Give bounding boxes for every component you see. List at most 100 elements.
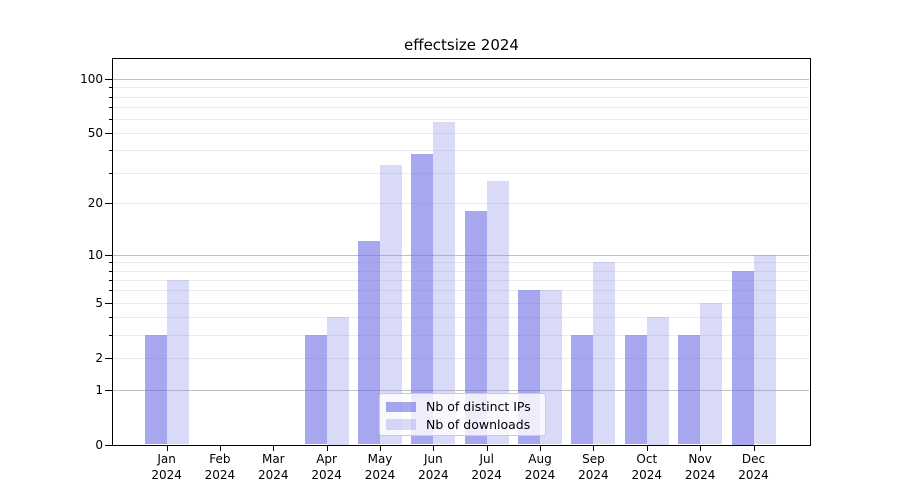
gridline-major-1 bbox=[113, 389, 809, 391]
y-minor-tick-6 bbox=[109, 290, 112, 292]
legend-item-distinct-ips: Nb of distinct IPs bbox=[386, 398, 545, 416]
y-tick-label-2: 2 bbox=[95, 350, 103, 365]
x-label-year: 2024 bbox=[151, 467, 182, 482]
x-label-month: Feb bbox=[209, 452, 231, 466]
x-tick-sep bbox=[593, 446, 595, 451]
gridline-major-10 bbox=[113, 254, 809, 256]
x-tick-label-mar: Mar 2024 bbox=[241, 452, 305, 483]
x-tick-label-jul: Jul 2024 bbox=[455, 452, 519, 483]
x-label-month: Jan bbox=[157, 452, 176, 466]
x-tick-nov bbox=[700, 446, 702, 451]
x-label-month: Mar bbox=[261, 452, 285, 466]
y-minor-tick-50 bbox=[109, 133, 112, 135]
x-label-year: 2024 bbox=[738, 467, 769, 482]
gridline-minor-7 bbox=[113, 279, 809, 281]
x-label-month: Dec bbox=[741, 452, 766, 466]
x-label-year: 2024 bbox=[311, 467, 342, 482]
x-label-month: Sep bbox=[582, 452, 605, 466]
legend: Nb of distinct IPs Nb of downloads bbox=[379, 393, 546, 436]
bar-ips-jan-2024 bbox=[144, 334, 167, 445]
x-tick-oct bbox=[646, 446, 648, 451]
y-tick-1 bbox=[105, 389, 112, 391]
x-tick-jan bbox=[166, 446, 168, 451]
bar-ips-jun-2024 bbox=[411, 154, 434, 445]
gridline-minor-6 bbox=[113, 290, 809, 292]
y-tick-label-5: 5 bbox=[95, 295, 103, 310]
x-tick-label-may: May 2024 bbox=[348, 452, 412, 483]
x-label-year: 2024 bbox=[471, 467, 502, 482]
y-tick-2 bbox=[105, 357, 112, 359]
y-minor-tick-8 bbox=[109, 270, 112, 272]
bar-ips-jul-2024 bbox=[464, 211, 487, 445]
x-label-month: Apr bbox=[316, 452, 337, 466]
y-minor-tick-4 bbox=[109, 317, 112, 318]
y-tick-label-50: 50 bbox=[87, 126, 103, 141]
bar-downloads-apr-2024 bbox=[326, 317, 349, 445]
x-label-month: Oct bbox=[636, 452, 658, 466]
y-minor-tick-70 bbox=[109, 106, 112, 108]
x-tick-label-aug: Aug 2024 bbox=[508, 452, 572, 483]
x-tick-label-jan: Jan 2024 bbox=[135, 452, 199, 483]
bar-downloads-nov-2024 bbox=[700, 302, 723, 445]
plot-area bbox=[112, 58, 811, 446]
y-tick-50 bbox=[105, 133, 112, 135]
gridline-minor-80 bbox=[113, 96, 809, 98]
y-minor-tick-2 bbox=[109, 357, 112, 359]
y-minor-tick-30 bbox=[109, 172, 112, 174]
y-minor-tick-40 bbox=[109, 150, 112, 152]
y-tick-5 bbox=[105, 302, 112, 304]
bar-ips-oct-2024 bbox=[624, 334, 647, 445]
gridline-minor-2 bbox=[113, 357, 809, 359]
y-tick-label-0: 0 bbox=[95, 437, 103, 452]
bar-ips-may-2024 bbox=[358, 241, 380, 445]
x-label-year: 2024 bbox=[631, 467, 663, 482]
bar-downloads-may-2024 bbox=[380, 165, 402, 445]
x-label-year: 2024 bbox=[418, 467, 449, 482]
bar-downloads-oct-2024 bbox=[646, 317, 669, 445]
x-tick-jul bbox=[486, 446, 488, 451]
bar-downloads-jul-2024 bbox=[486, 180, 509, 445]
gridline-minor-20 bbox=[113, 203, 809, 205]
bar-downloads-dec-2024 bbox=[753, 254, 776, 445]
gridline-major-100 bbox=[113, 79, 809, 80]
x-label-year: 2024 bbox=[258, 467, 289, 482]
x-tick-mar bbox=[273, 446, 275, 451]
y-tick-100 bbox=[105, 79, 112, 80]
y-minor-tick-60 bbox=[109, 118, 112, 120]
x-tick-label-jun: Jun 2024 bbox=[401, 452, 465, 483]
y-minor-tick-20 bbox=[109, 203, 112, 205]
x-tick-aug bbox=[540, 446, 541, 451]
bar-ips-nov-2024 bbox=[678, 334, 701, 445]
y-minor-tick-90 bbox=[109, 87, 112, 89]
gridline-minor-3 bbox=[113, 334, 809, 336]
x-label-month: Jun bbox=[424, 452, 443, 466]
y-minor-tick-7 bbox=[109, 279, 112, 281]
x-label-year: 2024 bbox=[524, 467, 556, 482]
x-label-year: 2024 bbox=[204, 467, 236, 482]
x-tick-label-feb: Feb 2024 bbox=[188, 452, 252, 483]
bar-ips-apr-2024 bbox=[304, 334, 327, 445]
x-label-month: Nov bbox=[688, 452, 712, 466]
gridline-minor-50 bbox=[113, 133, 809, 135]
x-tick-jun bbox=[433, 446, 435, 451]
bar-downloads-sep-2024 bbox=[593, 262, 616, 445]
y-tick-10 bbox=[105, 254, 112, 256]
y-tick-label-10: 10 bbox=[87, 247, 103, 262]
chart-title: effectsize 2024 bbox=[404, 36, 519, 54]
gridline-minor-70 bbox=[113, 106, 809, 108]
y-minor-tick-80 bbox=[109, 96, 112, 98]
x-label-year: 2024 bbox=[578, 467, 609, 482]
y-minor-tick-3 bbox=[109, 334, 112, 336]
gridline-minor-4 bbox=[113, 317, 809, 318]
x-tick-dec bbox=[753, 446, 755, 451]
gridline-minor-5 bbox=[113, 302, 809, 304]
bar-downloads-jun-2024 bbox=[433, 121, 456, 445]
legend-label-distinct-ips: Nb of distinct IPs bbox=[426, 399, 531, 414]
bar-ips-sep-2024 bbox=[571, 334, 594, 445]
gridline-minor-90 bbox=[113, 87, 809, 89]
x-label-month: Jul bbox=[479, 452, 494, 466]
legend-label-downloads: Nb of downloads bbox=[426, 416, 531, 432]
y-tick-label-100: 100 bbox=[80, 72, 103, 86]
y-minor-tick-9 bbox=[109, 262, 112, 264]
